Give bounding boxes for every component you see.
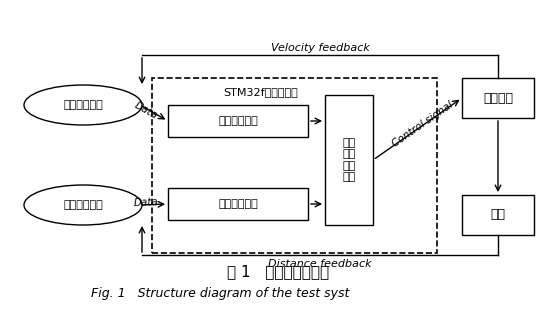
Bar <box>152 78 437 253</box>
Bar <box>462 195 534 235</box>
Text: 汽车速度: 汽车速度 <box>483 91 513 105</box>
Text: Data: Data <box>133 197 159 208</box>
Ellipse shape <box>24 185 142 225</box>
Text: STM32f单片机处理: STM32f单片机处理 <box>223 87 297 97</box>
Text: 速度测量模块: 速度测量模块 <box>63 100 103 110</box>
Text: 车距计算单元: 车距计算单元 <box>218 199 258 209</box>
Text: Fig. 1   Structure diagram of the test syst: Fig. 1 Structure diagram of the test sys… <box>91 287 349 299</box>
Text: Distance feedback: Distance feedback <box>268 259 372 269</box>
Ellipse shape <box>24 85 142 125</box>
Bar <box>462 78 534 118</box>
Text: Data: Data <box>133 100 159 122</box>
Text: 车距测量模块: 车距测量模块 <box>63 200 103 210</box>
Text: Velocity feedback: Velocity feedback <box>271 43 369 53</box>
Text: Control signal: Control signal <box>390 100 455 149</box>
Text: 车距: 车距 <box>491 209 506 221</box>
Bar <box>168 105 308 137</box>
Text: 车距
智能
控制
单元: 车距 智能 控制 单元 <box>343 138 355 182</box>
Text: 图 1   系统总体结构图: 图 1 系统总体结构图 <box>227 265 329 280</box>
Text: 速度计算单元: 速度计算单元 <box>218 116 258 126</box>
Bar <box>325 95 373 225</box>
Bar <box>168 188 308 220</box>
